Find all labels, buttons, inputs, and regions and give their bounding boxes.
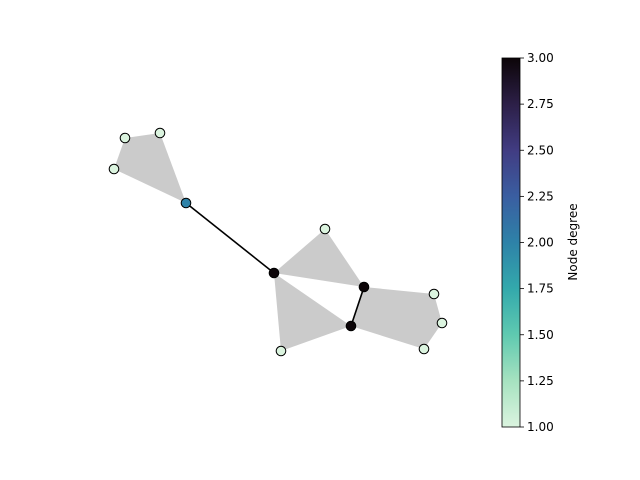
- node-n5: [319, 223, 331, 235]
- node-n4: [268, 267, 280, 279]
- hyperedge-layer: [114, 133, 442, 351]
- node-n2: [154, 127, 166, 139]
- colorbar-tick-label-1: 1.25: [527, 374, 554, 388]
- node-n0: [108, 163, 120, 175]
- hyperedge-2: [274, 273, 351, 351]
- node-n7: [345, 320, 357, 332]
- colorbar-tick-label-5: 2.25: [527, 189, 554, 203]
- node-n9: [428, 288, 440, 300]
- hyperedge-1: [274, 229, 364, 287]
- hyperedge-0: [114, 133, 186, 203]
- node-n10: [436, 317, 448, 329]
- colorbar-tick-label-6: 2.50: [527, 143, 554, 157]
- colorbar-tick-label-3: 1.75: [527, 282, 554, 296]
- colorbar-ticks: 1.00 1.25 1.50 1.75 2.00 2.25 2.50 2.75 3.00: [520, 51, 554, 434]
- edge-1: [350, 286, 365, 327]
- colorbar-tick-label-0: 1.00: [527, 420, 554, 434]
- node-layer: [108, 127, 448, 357]
- colorbar-tick-label-2: 1.50: [527, 328, 554, 342]
- hyperedge-3: [351, 287, 442, 349]
- node-n1: [119, 132, 131, 144]
- colorbar: 1.00 1.25 1.50 1.75 2.00 2.25 2.50 2.75 3.00 Nod…: [501, 51, 580, 434]
- edge-layer: [185, 202, 365, 327]
- node-n8: [275, 345, 287, 357]
- colorbar-tick-label-8: 3.00: [527, 51, 554, 65]
- colorbar-tick-label-7: 2.75: [527, 97, 554, 111]
- colorbar-label: Node degree: [566, 203, 580, 280]
- colorbar-gradient: [501, 57, 521, 428]
- edge-0: [185, 202, 275, 274]
- node-n6: [358, 281, 370, 293]
- node-n3: [180, 197, 192, 209]
- node-n11: [418, 343, 430, 355]
- colorbar-tick-label-4: 2.00: [527, 236, 554, 250]
